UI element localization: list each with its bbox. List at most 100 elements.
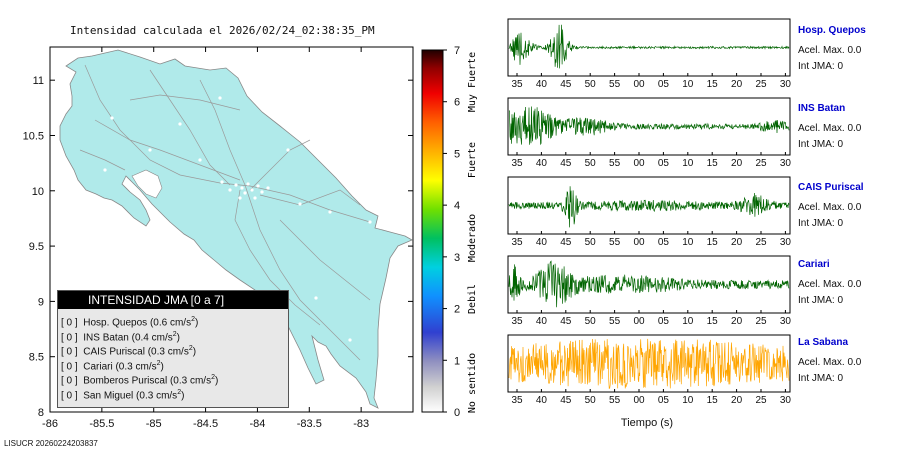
time-tick-label: 30 <box>780 79 792 90</box>
time-tick-label: 00 <box>633 237 645 248</box>
time-tick-label: 35 <box>511 395 523 406</box>
time-tick-label: 50 <box>585 79 597 90</box>
time-tick-label: 40 <box>536 79 548 90</box>
city-markers <box>103 96 372 342</box>
seismogram-panel: 35 40 45 50 55 00 05 10 15 20 25 30 <box>507 176 792 248</box>
legend-row-tail: ) <box>192 346 197 358</box>
station-name: Hosp. Quepos <box>798 25 866 36</box>
station-acel: Acel. Max. 0.0 <box>798 357 862 368</box>
time-tick-label: 20 <box>731 316 743 327</box>
time-tick-label: 10 <box>682 237 694 248</box>
time-tick-label: 25 <box>755 79 767 90</box>
station-jma: Int JMA: 0 <box>798 218 844 229</box>
colorbar-tick-label: 0 <box>454 407 460 419</box>
colorbar-gradient <box>421 49 444 413</box>
time-tick-label: 05 <box>658 316 670 327</box>
colorbar-label-no-sentido: No sentido <box>467 353 478 413</box>
legend-row-label: CAIS Puriscal (0.3 cm/s <box>83 346 189 358</box>
time-tick-label: 40 <box>536 316 548 327</box>
legend-row-index: [ 0 ] <box>61 361 78 373</box>
time-tick-label: 25 <box>755 395 767 406</box>
map-y-tick-label: 8 <box>38 407 44 419</box>
station-acel: Acel. Max. 0.0 <box>798 202 862 213</box>
footer-id: LISUCR 20260224203837 <box>4 439 98 448</box>
legend-row-label: San Miguel (0.3 cm/s <box>83 390 178 402</box>
time-tick-label: 50 <box>585 316 597 327</box>
time-tick-label: 30 <box>780 237 792 248</box>
seismogram-panel: 35 40 45 50 55 00 05 10 15 20 25 30 <box>507 18 792 90</box>
time-tick-label: 30 <box>780 158 792 169</box>
costa-rica-shape <box>59 49 413 409</box>
colorbar-tick-label: 4 <box>454 200 460 212</box>
time-tick-label: 20 <box>731 79 743 90</box>
colorbar-label-fuerte: Fuerte <box>467 142 478 178</box>
legend-row: [ 0 ] Bomberos Puriscal (0.3 cm/s2) <box>58 371 288 386</box>
legend-row-tail: ) <box>214 375 219 387</box>
seismogram-trace <box>508 186 790 228</box>
time-tick-label: 00 <box>633 158 645 169</box>
station-label-block: Hosp. Quepos Acel. Max. 0.0 Int JMA: 0 <box>798 25 866 72</box>
station-labels: Hosp. Quepos Acel. Max. 0.0 Int JMA: 0 I… <box>798 0 908 420</box>
map-y-tick-label: 10.5 <box>23 130 44 142</box>
time-tick-label: 05 <box>658 237 670 248</box>
time-tick-label: 45 <box>560 79 572 90</box>
map-y-tick-label: 11 <box>33 75 44 87</box>
legend-row-sup: 2 <box>191 316 195 323</box>
time-tick-label: 10 <box>682 79 694 90</box>
time-tick-label: 15 <box>707 79 719 90</box>
legend-row-sup: 2 <box>211 374 215 382</box>
time-tick-label: 35 <box>511 79 523 90</box>
time-tick-label: 15 <box>707 395 719 406</box>
map-x-tick-label: -84 <box>249 418 265 430</box>
time-tick-label: 25 <box>755 237 767 248</box>
nicoya-gulf-inlet <box>131 169 163 199</box>
station-acel: Acel. Max. 0.0 <box>798 279 862 290</box>
time-tick-label: 20 <box>731 158 743 169</box>
time-tick-label: 20 <box>731 395 743 406</box>
map-y-tick-label: 10 <box>32 186 44 198</box>
station-acel: Acel. Max. 0.0 <box>798 45 862 56</box>
legend-row-index: [ 0 ] <box>61 346 78 358</box>
legend-row-label: INS Batan (0.4 cm/s <box>83 331 173 343</box>
time-tick-label: 30 <box>780 395 792 406</box>
seismogram-panel: 35 40 45 50 55 00 05 10 15 20 25 30 <box>507 255 791 327</box>
road-network <box>79 64 371 361</box>
time-tick-label: 10 <box>682 316 694 327</box>
intensity-legend: INTENSIDAD JMA [0 a 7] [ 0 ] Hosp. Quepo… <box>57 290 289 408</box>
seismogram-panel: 35 40 45 50 55 00 05 10 15 20 25 30 <box>507 97 792 169</box>
time-tick-label: 55 <box>609 316 621 327</box>
station-label-block: CAIS Puriscal Acel. Max. 0.0 Int JMA: 0 <box>798 182 864 229</box>
seismogram-trace <box>508 24 790 69</box>
seismogram-panel: 35 40 45 50 55 00 05 10 15 20 25 30 <box>507 334 792 406</box>
legend-row-tail: ) <box>176 331 180 343</box>
legend-row-sup: 2 <box>188 345 193 353</box>
legend-row-index: [ 0 ] <box>61 375 78 387</box>
time-tick-label: 45 <box>560 316 572 327</box>
colorbar-tick-label: 5 <box>454 148 460 160</box>
time-tick-label: 55 <box>609 237 621 248</box>
intensity-colorbar: 0 1 2 3 4 5 6 7 No sentido Debil Moderado Fuert… <box>421 45 478 419</box>
time-tick-label: 10 <box>682 395 694 406</box>
legend-row-tail: ) <box>160 361 164 373</box>
time-tick-label: 50 <box>585 158 597 169</box>
legend-row-index: [ 0 ] <box>61 331 78 343</box>
map-y-tick-label: 9.5 <box>29 241 44 253</box>
station-name: La Sabana <box>798 337 849 348</box>
time-tick-label: 05 <box>658 79 670 90</box>
seismogram-trace <box>508 260 790 308</box>
map-title: Intensidad calculada el 2026/02/24_02:38… <box>70 24 375 37</box>
station-jma: Int JMA: 0 <box>798 295 844 306</box>
map-x-tick-label: -83 <box>353 418 369 430</box>
colorbar-tick-label: 7 <box>454 45 460 57</box>
station-label-block: Cariari Acel. Max. 0.0 Int JMA: 0 <box>798 259 861 306</box>
time-tick-label: 25 <box>755 316 767 327</box>
station-label-block: INS Batan Acel. Max. 0.0 Int JMA: 0 <box>798 103 861 150</box>
time-tick-label: 00 <box>633 316 645 327</box>
station-name: CAIS Puriscal <box>798 182 864 193</box>
time-axis-label: Tiempo (s) <box>621 417 673 429</box>
map-x-tick-label: -86 <box>42 418 58 430</box>
time-tick-label: 20 <box>731 237 743 248</box>
seismogram-panels: 35 40 45 50 55 00 05 10 15 20 25 30 35 40 45 50 55 00 05 10… <box>507 18 792 429</box>
time-tick-label: 35 <box>511 316 523 327</box>
legend-title: INTENSIDAD JMA [0 a 7] <box>58 291 288 309</box>
